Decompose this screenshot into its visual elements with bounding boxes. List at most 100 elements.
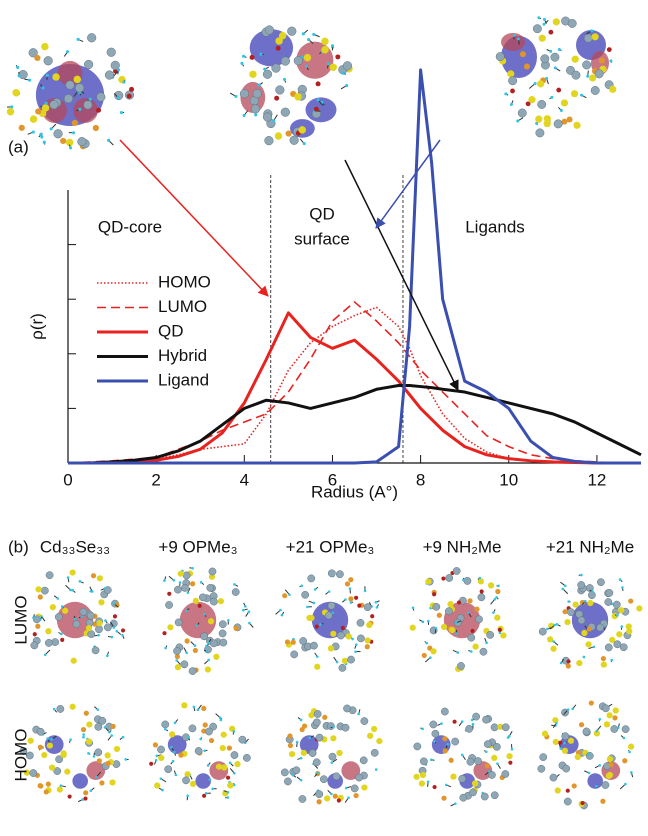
atom bbox=[347, 796, 350, 799]
atom bbox=[588, 753, 591, 756]
x-axis-label: Radius (A°) bbox=[311, 482, 398, 501]
atom bbox=[361, 717, 368, 724]
atom bbox=[572, 783, 577, 788]
atom bbox=[93, 125, 99, 131]
atom bbox=[19, 125, 25, 131]
atom bbox=[516, 119, 519, 122]
atom bbox=[563, 765, 570, 772]
atom bbox=[117, 68, 120, 71]
atom bbox=[181, 584, 188, 591]
atom bbox=[550, 774, 557, 781]
panel-label: (a) bbox=[8, 137, 29, 156]
atom bbox=[471, 629, 475, 633]
atom bbox=[331, 44, 334, 47]
atom bbox=[336, 571, 343, 578]
atom bbox=[299, 795, 306, 802]
atom bbox=[272, 119, 275, 122]
atom bbox=[83, 790, 88, 795]
atom bbox=[607, 756, 613, 762]
molecule bbox=[539, 574, 642, 669]
atom bbox=[305, 65, 308, 68]
atom bbox=[606, 589, 613, 596]
atom bbox=[471, 719, 474, 722]
atom bbox=[216, 764, 222, 770]
atom bbox=[52, 73, 59, 80]
atom bbox=[472, 713, 479, 720]
atom bbox=[253, 89, 262, 98]
atom bbox=[289, 751, 295, 757]
atom bbox=[542, 731, 548, 737]
atom bbox=[233, 583, 236, 586]
atom bbox=[301, 750, 307, 756]
atom bbox=[361, 784, 367, 790]
atom bbox=[606, 773, 612, 779]
atom bbox=[543, 18, 546, 21]
atom bbox=[54, 129, 63, 138]
atom bbox=[173, 579, 176, 582]
atom bbox=[572, 56, 579, 63]
atom bbox=[113, 602, 116, 605]
atom bbox=[276, 46, 281, 51]
atom bbox=[580, 574, 583, 577]
atom bbox=[250, 55, 255, 60]
atom bbox=[449, 627, 455, 633]
atom bbox=[210, 598, 217, 605]
atom bbox=[564, 619, 570, 625]
atom bbox=[87, 752, 90, 755]
atom bbox=[57, 786, 63, 792]
atom bbox=[597, 624, 604, 631]
atom bbox=[104, 619, 107, 622]
atom bbox=[193, 648, 198, 653]
atom bbox=[454, 802, 457, 805]
atom bbox=[350, 601, 353, 604]
atom bbox=[89, 98, 92, 101]
atom bbox=[302, 591, 309, 598]
atom bbox=[251, 105, 260, 114]
region-label: QD bbox=[309, 204, 335, 223]
atom bbox=[95, 776, 98, 779]
atom bbox=[181, 661, 188, 668]
atom bbox=[17, 74, 20, 77]
atom bbox=[227, 791, 230, 794]
atom bbox=[466, 725, 473, 732]
atom bbox=[174, 722, 177, 725]
atom bbox=[167, 624, 173, 630]
atom bbox=[234, 95, 237, 98]
atom bbox=[208, 618, 214, 624]
atom bbox=[207, 642, 210, 645]
atom bbox=[308, 737, 311, 740]
atom bbox=[263, 70, 272, 79]
atom bbox=[353, 793, 358, 798]
atom bbox=[44, 56, 53, 65]
atom bbox=[248, 622, 251, 625]
atom bbox=[164, 728, 167, 731]
atom bbox=[227, 619, 230, 622]
atom bbox=[457, 651, 460, 654]
atom bbox=[508, 761, 512, 765]
atom bbox=[371, 726, 377, 732]
atom bbox=[127, 94, 132, 99]
atom bbox=[283, 78, 286, 81]
atom bbox=[274, 96, 279, 101]
atom bbox=[480, 648, 487, 655]
atom bbox=[81, 798, 84, 801]
atom bbox=[218, 598, 224, 604]
atom bbox=[45, 102, 48, 105]
atom bbox=[606, 712, 612, 718]
atom bbox=[579, 722, 584, 727]
atom bbox=[616, 614, 619, 617]
atom bbox=[547, 636, 553, 642]
atom bbox=[113, 614, 117, 618]
atom bbox=[308, 712, 314, 718]
atom bbox=[104, 587, 107, 590]
atom bbox=[165, 766, 172, 773]
atom bbox=[602, 781, 609, 788]
atom bbox=[221, 764, 227, 770]
atom bbox=[240, 62, 243, 65]
atom bbox=[299, 126, 306, 133]
atom bbox=[335, 54, 340, 59]
atom bbox=[551, 53, 559, 61]
atom bbox=[173, 751, 176, 754]
atom bbox=[64, 94, 73, 103]
atom bbox=[628, 744, 634, 750]
